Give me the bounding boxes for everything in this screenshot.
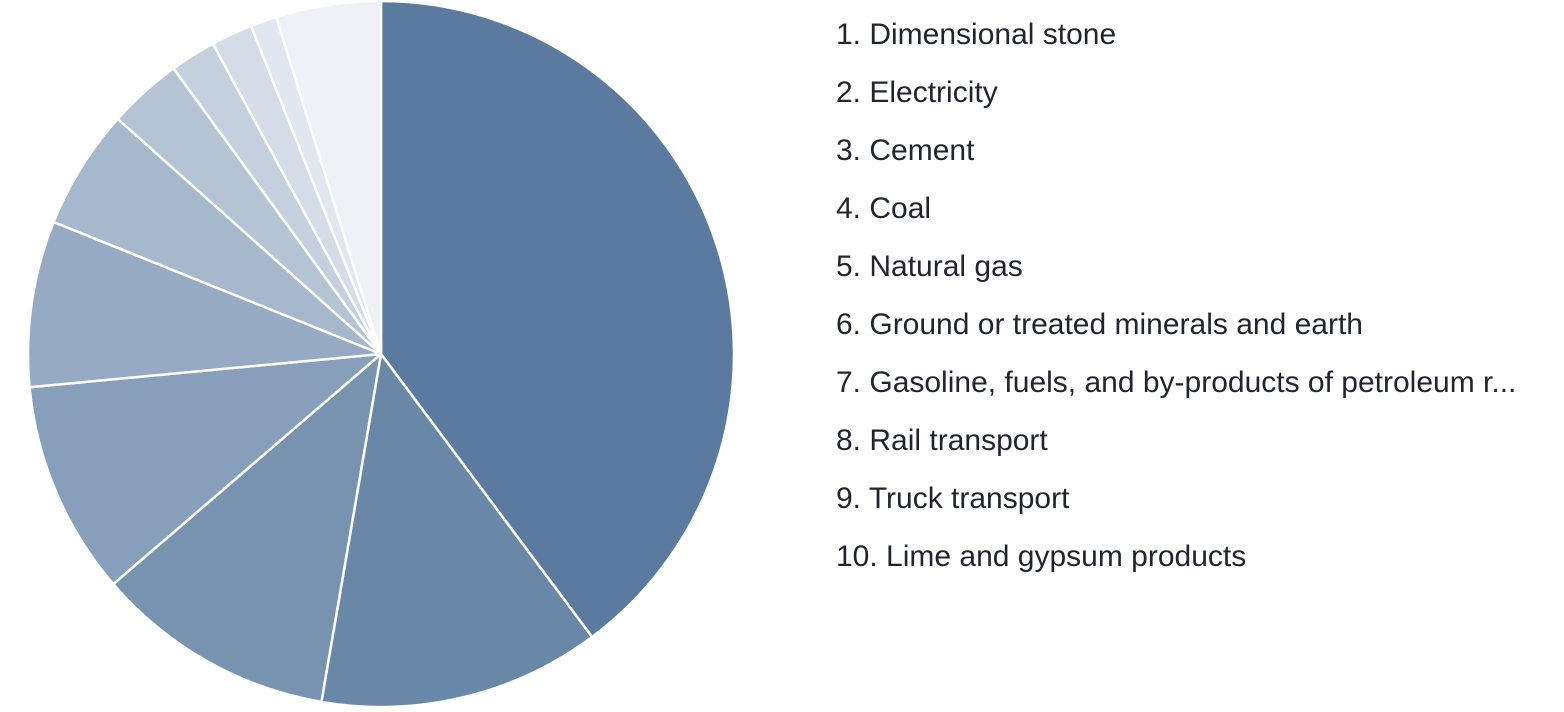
legend-item-6: 6. Ground or treated minerals and earth: [836, 308, 1363, 341]
legend-item-1: 1. Dimensional stone: [836, 18, 1117, 51]
pie-slice-11: [274, 0, 383, 356]
legend-item-4: 4. Coal: [836, 192, 932, 225]
pie-slice-4: [28, 352, 383, 586]
pie-slice-2: [320, 352, 594, 709]
legend-item-10: 10. Lime and gypsum products: [836, 540, 1247, 573]
legend-item-5: 5. Natural gas: [836, 250, 1023, 283]
pie-chart: [26, 0, 736, 709]
legend-item-9: 9. Truck transport: [836, 482, 1070, 515]
pie-slice-1: [379, 0, 736, 639]
legend-item-3: 3. Cement: [836, 134, 975, 167]
pie-slice-3: [112, 352, 383, 704]
legend-item-8: 8. Rail transport: [836, 424, 1048, 457]
legend-item-2: 2. Electricity: [836, 76, 998, 109]
pie-slice-5: [26, 220, 383, 389]
legend-item-7: 7. Gasoline, fuels, and by-products of p…: [836, 366, 1517, 399]
